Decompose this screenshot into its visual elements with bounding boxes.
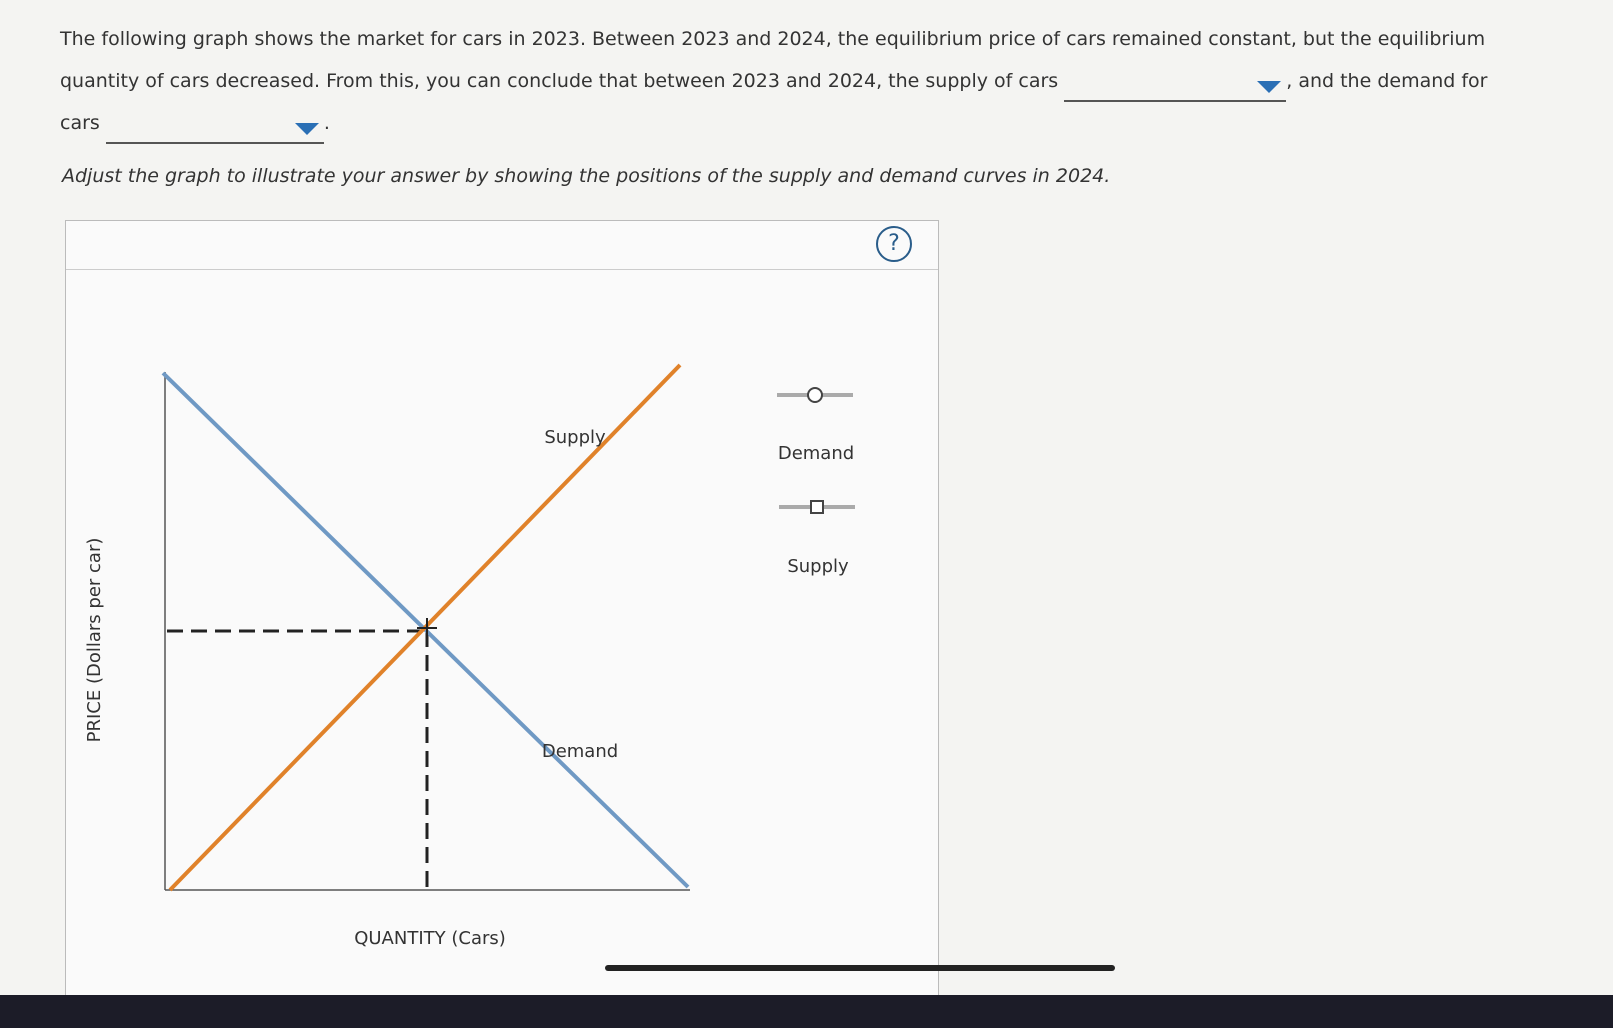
question-text: . [323, 112, 330, 134]
demand-label: Demand [542, 741, 618, 762]
screen-edge [0, 995, 1613, 1028]
question-text: , and the demand for cars [60, 70, 1488, 134]
supply-dropdown[interactable] [1064, 70, 1287, 102]
graph-panel: ? [65, 220, 939, 1012]
equilibrium-point [417, 618, 437, 638]
demand-dropdown[interactable] [105, 112, 324, 144]
demand-tool[interactable] [777, 387, 853, 403]
supply-label: Supply [544, 427, 606, 448]
y-axis-label: PRICE (Dollars per car) [84, 538, 105, 743]
question: The following graph shows the market for… [60, 18, 1530, 144]
instruction: Adjust the graph to illustrate your answ… [62, 165, 1111, 187]
question-text: The following graph shows the market for… [60, 28, 1486, 92]
demand-curve[interactable] [161, 371, 690, 889]
panel-header: ? [66, 221, 938, 270]
help-button[interactable]: ? [876, 226, 912, 262]
supply-tool-label: Supply [787, 556, 849, 577]
supply-tool[interactable] [779, 500, 855, 514]
x-axis-label: QUANTITY (Cars) [354, 928, 506, 949]
demand-tool-label: Demand [778, 443, 854, 464]
